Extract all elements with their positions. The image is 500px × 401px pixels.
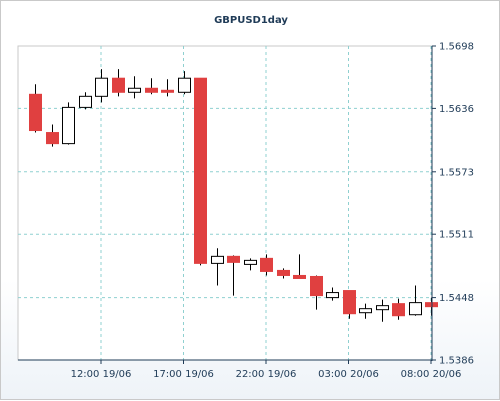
candle bbox=[359, 303, 372, 319]
candle bbox=[326, 287, 339, 301]
candle-body-up bbox=[128, 87, 141, 93]
y-tick-label: 1.5386 bbox=[439, 356, 474, 367]
axes: 1.5698 1.5636 1.5573 1.5511 1.5448 1.5386 12:0… bbox=[18, 42, 474, 380]
candle-body-up bbox=[376, 305, 389, 311]
candle-body-up bbox=[211, 255, 224, 264]
candle-body-down bbox=[293, 274, 306, 279]
candle bbox=[95, 69, 108, 103]
candle bbox=[310, 275, 323, 310]
candle bbox=[227, 255, 240, 296]
x-tick-label: 22:00 19/06 bbox=[236, 369, 297, 380]
candle bbox=[145, 78, 158, 95]
candle-body-up bbox=[79, 95, 92, 108]
y-tick-label: 1.5573 bbox=[439, 167, 474, 178]
candle bbox=[62, 102, 75, 145]
candle bbox=[260, 254, 273, 276]
x-tick-label: 08:00 20/06 bbox=[401, 369, 462, 380]
candle-body-up bbox=[95, 77, 108, 97]
candle-body-down bbox=[343, 290, 356, 315]
candle-body-down bbox=[277, 269, 290, 276]
x-tick-label: 12:00 19/06 bbox=[71, 369, 132, 380]
candle-body-down bbox=[112, 77, 125, 93]
candle bbox=[409, 285, 422, 316]
candle-body-down bbox=[260, 257, 273, 272]
candle-body-up bbox=[326, 292, 339, 299]
candle-body-up bbox=[359, 308, 372, 314]
candle-body-down bbox=[46, 132, 59, 145]
candle bbox=[112, 69, 125, 97]
y-tick-label: 1.5698 bbox=[439, 42, 474, 53]
candle-body-up bbox=[244, 259, 257, 265]
candle bbox=[277, 268, 290, 279]
candle-body-down bbox=[145, 87, 158, 93]
x-tick-label: 03:00 20/06 bbox=[318, 369, 379, 380]
y-tick-label: 1.5636 bbox=[439, 104, 474, 115]
candles bbox=[29, 69, 438, 322]
candle-body-up bbox=[178, 77, 191, 93]
candle-body-down bbox=[227, 255, 240, 263]
candle bbox=[29, 84, 42, 133]
candle bbox=[376, 299, 389, 322]
candle-body-down bbox=[194, 77, 207, 264]
candle bbox=[161, 79, 174, 97]
candle bbox=[244, 258, 257, 271]
candle-body-up bbox=[62, 106, 75, 145]
grid bbox=[18, 46, 432, 360]
candle bbox=[178, 71, 191, 95]
candle bbox=[194, 77, 207, 266]
candle-body-up bbox=[409, 302, 422, 316]
candle bbox=[343, 290, 356, 319]
chart-title: GBPUSD1day bbox=[214, 15, 288, 26]
candle bbox=[128, 76, 141, 99]
candle-body-down bbox=[310, 275, 323, 297]
y-tick-label: 1.5511 bbox=[439, 230, 474, 241]
candle bbox=[392, 298, 405, 320]
y-tick-label: 1.5448 bbox=[439, 293, 474, 304]
candle-body-down bbox=[29, 93, 42, 132]
candle bbox=[211, 248, 224, 286]
candle-body-down bbox=[161, 89, 174, 93]
candle-body-down bbox=[392, 303, 405, 317]
x-tick-label: 17:00 19/06 bbox=[153, 369, 214, 380]
candle bbox=[293, 254, 306, 279]
candle bbox=[79, 92, 92, 110]
candle bbox=[46, 124, 59, 147]
